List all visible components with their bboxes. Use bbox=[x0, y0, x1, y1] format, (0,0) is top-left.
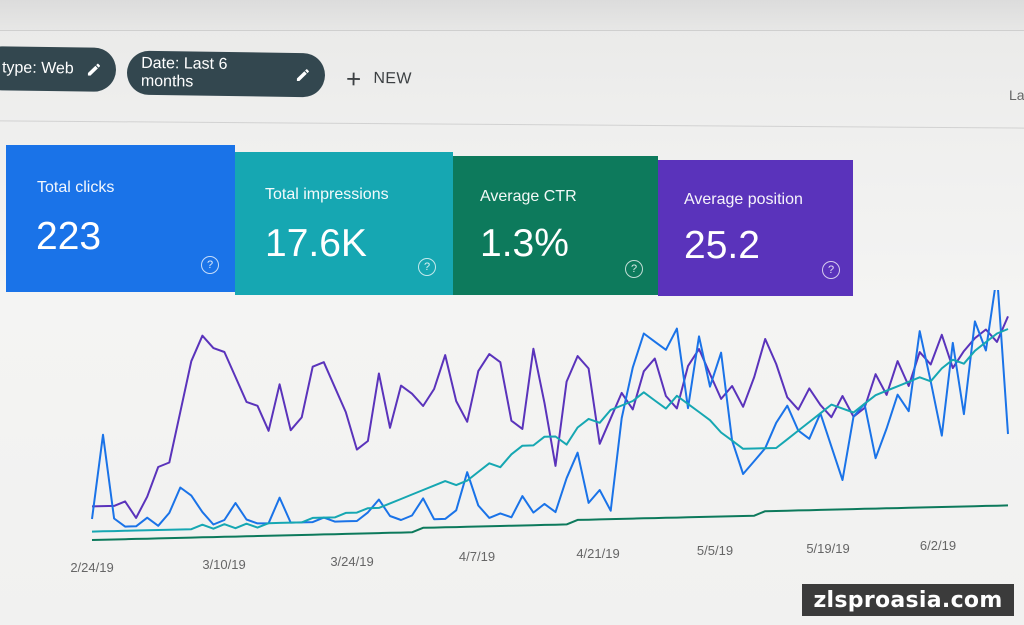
total-impressions-value: 17.6K bbox=[265, 222, 367, 265]
new-filter-button[interactable]: + NEW bbox=[345, 63, 412, 94]
total-clicks-label: Total clicks bbox=[37, 179, 115, 196]
total-clicks-card[interactable]: Total clicks 223 ? bbox=[6, 145, 235, 292]
x-tick-label: 3/10/19 bbox=[202, 557, 245, 572]
search-type-filter-label: type: Web bbox=[1, 59, 74, 78]
x-axis-ticks: 2/24/19 3/10/19 3/24/19 4/7/19 4/21/19 5/5/19… bbox=[70, 538, 956, 575]
help-icon[interactable]: ? bbox=[418, 258, 436, 276]
x-tick-label: 4/7/19 bbox=[459, 549, 495, 564]
new-filter-label: NEW bbox=[373, 69, 412, 88]
header-divider bbox=[0, 120, 1024, 129]
x-tick-label: 5/5/19 bbox=[697, 543, 733, 558]
edit-pencil-icon[interactable] bbox=[295, 67, 311, 83]
plus-icon: + bbox=[345, 63, 362, 94]
x-tick-label: 2/24/19 bbox=[70, 560, 113, 575]
x-tick-label: 5/19/19 bbox=[806, 541, 849, 556]
help-icon[interactable]: ? bbox=[201, 256, 219, 274]
watermark-text: zlsproasia.com bbox=[802, 584, 1014, 616]
average-position-value: 25.2 bbox=[684, 224, 760, 267]
average-position-label: Average position bbox=[684, 191, 803, 208]
chart-series-line-2 bbox=[91, 328, 1009, 533]
average-ctr-card[interactable]: Average CTR 1.3% ? bbox=[453, 156, 658, 295]
help-icon[interactable]: ? bbox=[625, 260, 643, 278]
performance-line-chart: 2/24/19 3/10/19 3/24/19 4/7/19 4/21/19 5/5/19… bbox=[70, 290, 1009, 575]
search-type-filter-chip[interactable]: type: Web bbox=[0, 46, 117, 92]
average-ctr-value: 1.3% bbox=[480, 222, 569, 265]
browser-top-bar bbox=[0, 0, 1024, 31]
chart-series-line-3 bbox=[91, 504, 1009, 541]
help-icon[interactable]: ? bbox=[822, 261, 840, 279]
edit-pencil-icon[interactable] bbox=[86, 62, 102, 78]
x-tick-label: 4/21/19 bbox=[576, 546, 619, 561]
cut-off-header-text: La bbox=[1009, 87, 1024, 103]
chart-series-group bbox=[91, 290, 1009, 541]
x-tick-label: 3/24/19 bbox=[330, 554, 373, 569]
average-ctr-label: Average CTR bbox=[480, 188, 577, 205]
total-impressions-card[interactable]: Total impressions 17.6K ? bbox=[235, 152, 453, 295]
average-position-card[interactable]: Average position 25.2 ? bbox=[658, 160, 853, 296]
total-impressions-label: Total impressions bbox=[265, 186, 389, 203]
total-clicks-value: 223 bbox=[36, 215, 102, 258]
chart-series-line-1 bbox=[91, 290, 1009, 528]
date-filter-label: Date: Last 6 months bbox=[140, 54, 228, 91]
x-tick-label: 6/2/19 bbox=[920, 538, 956, 553]
date-filter-chip[interactable]: Date: Last 6 months bbox=[126, 50, 326, 98]
chart-series-line-0 bbox=[91, 316, 1009, 519]
